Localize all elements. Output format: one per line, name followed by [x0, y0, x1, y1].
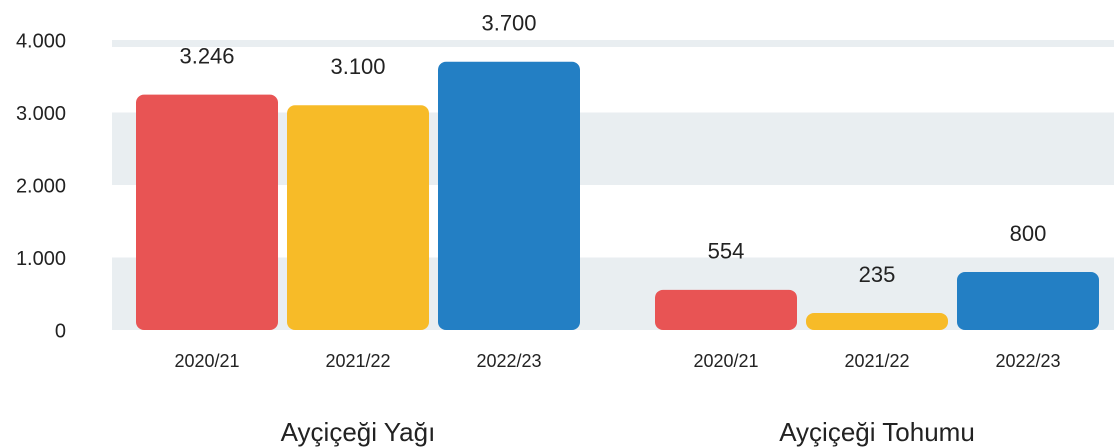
value-label: 3.246	[179, 43, 234, 68]
bar	[136, 94, 278, 330]
y-tick-label: 2.000	[16, 175, 66, 197]
y-tick-label: 1.000	[16, 248, 66, 270]
x-tick-label: 2021/22	[325, 351, 390, 371]
group-label: Ayçiçeği Tohumu	[779, 417, 975, 447]
value-label: 3.100	[330, 54, 385, 79]
group-label: Ayçiçeği Yağı	[281, 417, 436, 447]
bar	[287, 105, 429, 330]
bar	[957, 272, 1099, 330]
bar	[806, 312, 948, 330]
x-tick-label: 2020/21	[693, 351, 758, 371]
value-label: 235	[859, 262, 896, 287]
grid-band	[112, 112, 1114, 185]
y-tick-label: 4.000	[16, 30, 66, 52]
x-tick-label: 2022/23	[476, 351, 541, 371]
value-label: 554	[708, 239, 745, 264]
value-label: 800	[1010, 221, 1047, 246]
value-label: 3.700	[481, 11, 536, 36]
x-tick-label: 2022/23	[995, 351, 1060, 371]
bar	[655, 289, 797, 330]
y-tick-label: 3.000	[16, 103, 66, 125]
grid-line	[112, 40, 1114, 47]
x-tick-label: 2021/22	[844, 351, 909, 371]
bar	[438, 61, 580, 330]
x-tick-label: 2020/21	[174, 351, 239, 371]
y-tick-label: 0	[55, 320, 66, 342]
